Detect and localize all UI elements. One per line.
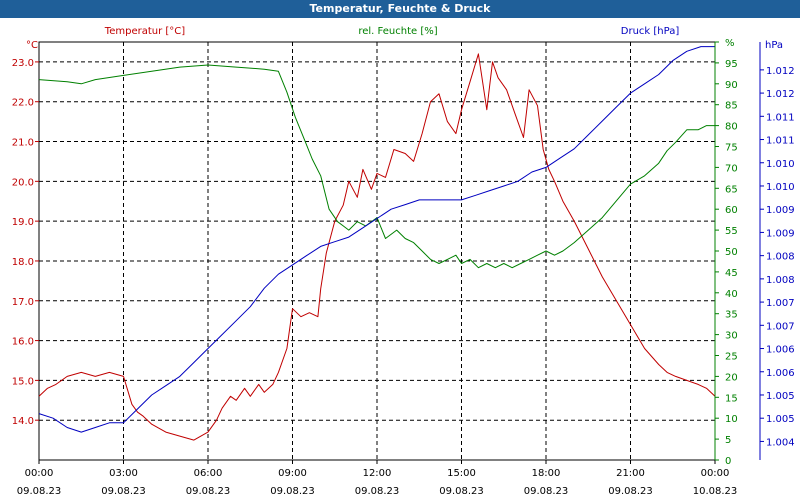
humidity-tick-label: 60 — [725, 205, 738, 216]
x-tick-label-date: 10.08.23 — [693, 486, 738, 497]
humidity-tick-label: 45 — [725, 268, 738, 279]
humidity-tick-label: 10 — [725, 414, 738, 425]
x-tick-label-date: 09.08.23 — [355, 486, 400, 497]
humidity-tick-label: 0 — [725, 456, 731, 467]
pressure-tick-label: 1.009 — [766, 228, 795, 239]
x-tick-label-time: 00:00 — [25, 468, 54, 479]
chart-area: 00:00 09.08.23 03:00 09.08.23 06:00 09.08.23 0… — [12, 26, 795, 497]
pressure-tick-label: 1.005 — [766, 414, 795, 425]
x-tick-label-time: 21:00 — [616, 468, 645, 479]
humidity-tick-label: 90 — [725, 80, 738, 91]
window-title: Temperatur, Feuchte & Druck — [0, 0, 800, 18]
humidity-tick-label: 30 — [725, 331, 738, 342]
pressure-tick-label: 1.011 — [766, 136, 795, 147]
temp-tick-label: 21.0 — [12, 138, 34, 149]
humidity-tick-label: 35 — [725, 310, 738, 321]
series-layer — [38, 46, 716, 441]
x-tick-label-time: 09:00 — [278, 468, 307, 479]
temp-tick-label: 20.0 — [12, 177, 34, 188]
temp-axis-title: Temperatur [°C] — [104, 26, 185, 37]
x-tick-label-date: 09.08.23 — [17, 486, 62, 497]
x-tick-label-date: 09.08.23 — [186, 486, 231, 497]
x-tick-label-time: 12:00 — [363, 468, 392, 479]
pressure-line — [38, 46, 715, 433]
pressure-axis-title: Druck [hPa] — [621, 26, 680, 37]
pressure-tick-label: 1.006 — [766, 368, 795, 379]
plot-frame — [38, 41, 716, 461]
humidity-tick-label: % — [725, 38, 735, 49]
humidity-tick-label: 55 — [725, 226, 738, 237]
humidity-tick-label: 5 — [725, 435, 731, 446]
x-tick-label-date: 09.08.23 — [439, 486, 484, 497]
humidity-axis-title: rel. Feuchte [%] — [358, 26, 437, 37]
x-tick-label-time: 18:00 — [532, 468, 561, 479]
pressure-tick-label: 1.010 — [766, 159, 795, 170]
humidity-tick-label: 65 — [725, 184, 738, 195]
temp-tick-label: 18.0 — [12, 257, 34, 268]
pressure-tick-label: 1.006 — [766, 345, 795, 356]
pressure-tick-label: 1.008 — [766, 275, 795, 286]
humidity-tick-label: 75 — [725, 143, 738, 154]
temperature-line — [38, 53, 716, 441]
pressure-tick-label: 1.012 — [766, 66, 795, 77]
x-tick-label-time: 00:00 — [701, 468, 730, 479]
humidity-tick-label: 50 — [725, 247, 738, 258]
pressure-unit-label: hPa — [765, 40, 783, 51]
humidity-tick-label: 70 — [725, 163, 738, 174]
humidity-tick-label: 40 — [725, 289, 738, 300]
humidity-line — [38, 64, 715, 269]
pressure-tick-label: 1.011 — [766, 112, 795, 123]
pressure-tick-label: 1.012 — [766, 89, 795, 100]
pressure-tick-label: 1.010 — [766, 182, 795, 193]
x-tick-label-date: 09.08.23 — [608, 486, 653, 497]
temp-unit-label: °C — [26, 40, 38, 51]
pressure-tick-label: 1.004 — [766, 437, 795, 448]
humidity-tick-label: 25 — [725, 352, 738, 363]
pressure-tick-label: 1.007 — [766, 298, 795, 309]
temp-tick-label: 19.0 — [12, 217, 34, 228]
temp-tick-label: 22.0 — [12, 98, 34, 109]
temp-tick-label: 15.0 — [12, 376, 34, 387]
humidity-tick-label: 20 — [725, 372, 738, 383]
x-tick-label-time: 06:00 — [194, 468, 223, 479]
humidity-tick-label: 85 — [725, 101, 738, 112]
x-tick-label-time: 03:00 — [109, 468, 138, 479]
x-tick-label-time: 15:00 — [447, 468, 476, 479]
temp-tick-label: 16.0 — [12, 337, 34, 348]
temp-tick-label: 14.0 — [12, 416, 34, 427]
temp-tick-label: 17.0 — [12, 297, 34, 308]
grid — [39, 42, 715, 460]
pressure-tick-label: 1.007 — [766, 321, 795, 332]
x-tick-label-date: 09.08.23 — [270, 486, 315, 497]
pressure-tick-label: 1.009 — [766, 205, 795, 216]
humidity-tick-label: 80 — [725, 122, 738, 133]
humidity-tick-label: 15 — [725, 393, 738, 404]
pressure-tick-label: 1.008 — [766, 252, 795, 263]
x-tick-label-date: 09.08.23 — [524, 486, 569, 497]
temp-tick-label: 23.0 — [12, 58, 34, 69]
axis-layer: 00:00 09.08.23 03:00 09.08.23 06:00 09.08.23 0… — [12, 26, 795, 497]
x-tick-label-date: 09.08.23 — [101, 486, 146, 497]
humidity-tick-label: 95 — [725, 59, 738, 70]
pressure-tick-label: 1.005 — [766, 391, 795, 402]
